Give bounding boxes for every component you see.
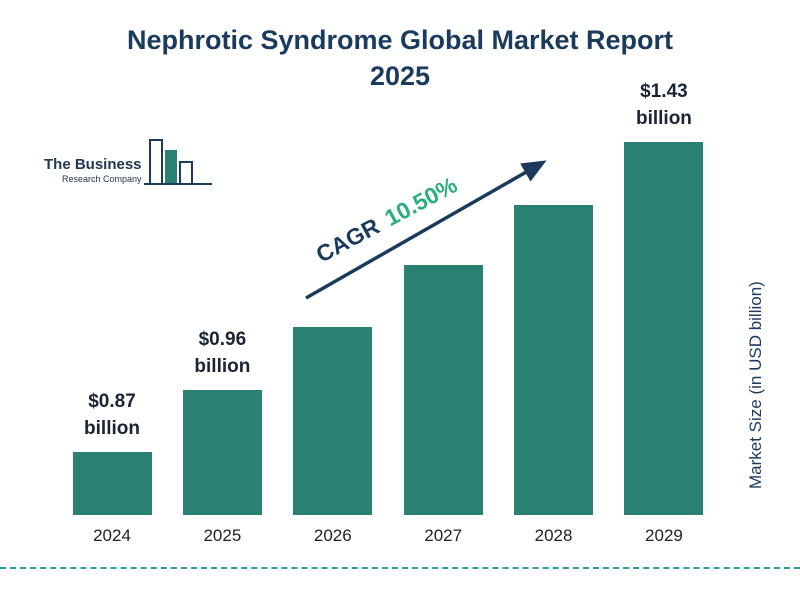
y-axis-title: Market Size (in USD billion) [746, 281, 765, 489]
bar-chart-logo-icon [142, 134, 214, 197]
bar-chart-area: $0.87 billion 2024 $0.96 billion 2025 20… [72, 0, 704, 548]
value-amount: $0.87 [88, 390, 136, 412]
bar-value-label: $0.96 billion [194, 326, 250, 381]
value-unit: billion [635, 108, 692, 130]
bar-column-2026: 2026 [293, 0, 373, 548]
bar-value-label: $0.87 billion [84, 388, 140, 443]
bar-2027 [403, 265, 483, 515]
x-axis-label-2025: 2025 [203, 526, 242, 545]
bar-2024 [72, 452, 152, 515]
bar-column-2027: 2027 [403, 0, 483, 548]
bar-2029 [624, 142, 704, 515]
bar-2026 [293, 327, 373, 515]
bottom-dashed-divider [0, 567, 800, 569]
value-amount: $0.96 [198, 328, 247, 350]
value-amount: $1.43 [640, 80, 688, 102]
bar-column-2029: $1.43 billion 2029 [624, 0, 704, 548]
bar-value-label: $1.43 billion [636, 78, 692, 133]
x-axis-label-2027: 2027 [424, 526, 463, 545]
page-title: Nephrotic Syndrome Global Market Report … [0, 22, 800, 95]
x-axis-label-2029: 2029 [645, 526, 683, 545]
x-axis-label-2026: 2026 [313, 526, 352, 545]
logo-name-line1: The Business [44, 156, 142, 174]
company-logo: The Business Research Company [44, 134, 214, 197]
value-unit: billion [84, 418, 140, 440]
bar-2025 [182, 390, 262, 515]
page-title-line2: 2025 [369, 61, 431, 92]
logo-name-line2: Research Company [61, 174, 142, 185]
company-logo-text: The Business Research Company [44, 156, 142, 197]
x-axis-label-2024: 2024 [93, 526, 131, 545]
cagr-trend-arrow-icon [298, 148, 560, 315]
bar-column-2028: 2028 [514, 0, 594, 548]
bar-column-2025: $0.96 billion 2025 [182, 0, 262, 548]
bar-2028 [514, 205, 594, 515]
x-axis-label-2028: 2028 [534, 526, 573, 545]
page-title-line1: Nephrotic Syndrome Global Market Report [126, 25, 674, 55]
bar-column-2024: $0.87 billion 2024 [72, 0, 152, 548]
value-unit: billion [194, 356, 251, 378]
